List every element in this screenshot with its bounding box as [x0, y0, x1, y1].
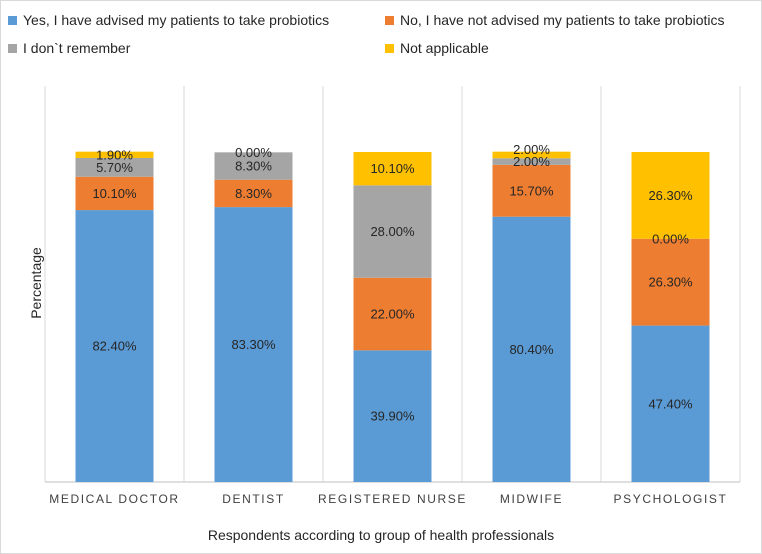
data-label: 26.30% — [648, 188, 693, 203]
legend-label-no: No, I have not advised my patients to ta… — [400, 12, 725, 28]
data-label: 2.00% — [513, 142, 550, 157]
bar-segment — [214, 207, 293, 483]
legend: Yes, I have advised my patients to take … — [8, 8, 748, 68]
legend-item-no: No, I have not advised my patients to ta… — [385, 12, 725, 28]
x-tick-label: PSYCHOLOGIST — [614, 492, 728, 506]
legend-label-not-applicable: Not applicable — [400, 40, 489, 56]
legend-label-yes: Yes, I have advised my patients to take … — [23, 12, 330, 28]
x-tick-label: REGISTERED NURSE — [318, 492, 467, 506]
bar-segment — [631, 325, 710, 482]
bar-segment — [492, 151, 571, 159]
bar-segment — [214, 179, 293, 208]
legend-item-dont-remember: I don`t remember — [8, 40, 130, 56]
x-axis-label: Respondents according to group of health… — [207, 527, 555, 543]
data-label: 0.00% — [235, 145, 272, 160]
bar-segment — [214, 152, 293, 180]
legend-label-dont-remember: I don`t remember — [23, 40, 131, 56]
data-label: 8.30% — [235, 159, 272, 174]
data-label: 15.70% — [509, 183, 554, 198]
bar-segment — [75, 176, 154, 211]
bar-segment — [353, 185, 432, 278]
bar-segment — [75, 157, 154, 177]
legend-swatch-yes — [8, 15, 17, 25]
bar-segment — [492, 158, 571, 165]
y-axis-label: Percentage — [28, 247, 44, 319]
legend-swatch-dont-remember — [8, 43, 17, 53]
bar-segment — [75, 210, 154, 482]
data-label: 22.00% — [370, 307, 415, 322]
data-label: 10.10% — [370, 161, 415, 176]
bar-segment — [353, 152, 432, 186]
data-label: 47.40% — [648, 396, 693, 411]
data-label: 39.90% — [370, 409, 415, 424]
legend-swatch-no — [385, 15, 394, 25]
data-label: 80.40% — [509, 342, 554, 357]
bar-segment — [631, 238, 710, 326]
bar-segment — [631, 152, 710, 239]
data-label: 8.30% — [235, 186, 272, 201]
data-label: 1.90% — [96, 147, 133, 162]
data-label: 28.00% — [370, 224, 415, 239]
x-tick-label: DENTIST — [222, 492, 285, 506]
legend-item-not-applicable: Not applicable — [385, 40, 489, 56]
data-label: 0.00% — [652, 231, 689, 246]
legend-item-yes: Yes, I have advised my patients to take … — [8, 12, 329, 28]
legend-swatch-not-applicable — [385, 43, 394, 53]
data-label: 26.30% — [648, 275, 693, 290]
data-label: 83.30% — [231, 337, 276, 352]
data-label: 82.40% — [92, 339, 137, 354]
data-label: 5.70% — [96, 160, 133, 175]
x-tick-label: MEDICAL DOCTOR — [49, 492, 179, 506]
x-tick-label: MIDWIFE — [500, 492, 563, 506]
data-label: 10.10% — [92, 186, 137, 201]
bar-segment — [353, 350, 432, 482]
bar-segment — [492, 164, 571, 217]
bar-segment — [75, 151, 154, 158]
data-label: 2.00% — [513, 154, 550, 169]
bar-segment — [492, 216, 571, 482]
bar-segment — [353, 277, 432, 351]
